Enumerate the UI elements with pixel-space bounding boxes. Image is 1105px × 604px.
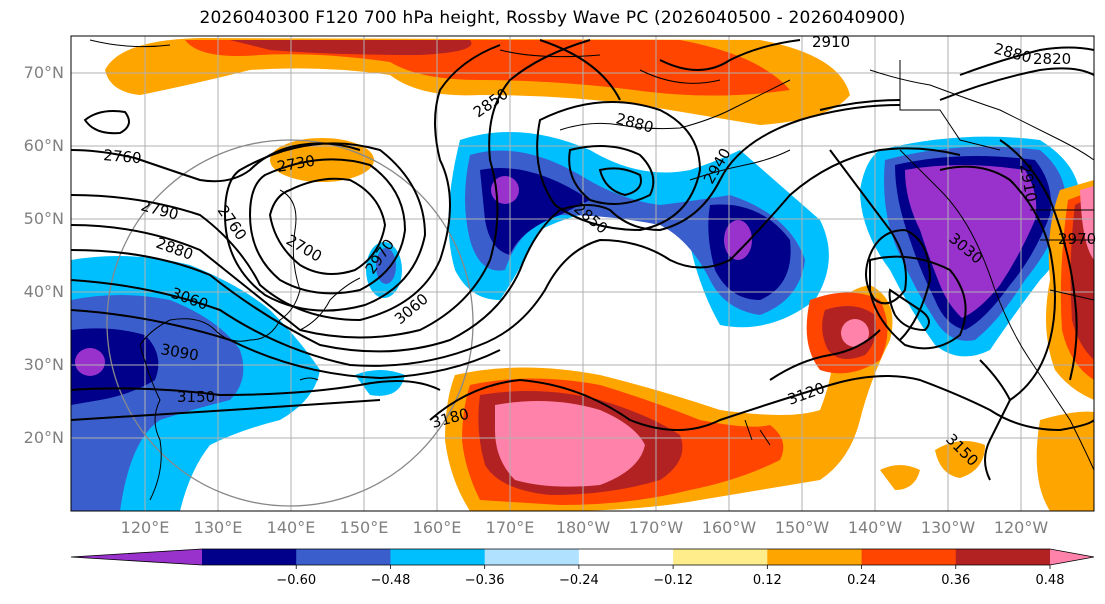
colorbar-tick-label: 0.12 (753, 573, 782, 588)
colorbar: −0.60 −0.48 −0.36 −0.24 −0.12 0.12 0.24 0.36 0.4… (70, 548, 1095, 588)
region-circle (106, 139, 474, 507)
colorbar-segment (484, 549, 580, 565)
colorbar-segment (390, 549, 486, 565)
lon-label: 180°W (556, 518, 611, 537)
colorbar-tick-label: 0.36 (941, 573, 970, 588)
colorbar-segment (955, 549, 1051, 565)
contour-label: 2970 (1058, 230, 1096, 248)
colorbar-segment (296, 549, 391, 565)
colorbar-tick-label: −0.24 (559, 573, 599, 588)
lon-label: 130°E (194, 518, 243, 537)
lat-label: 40°N (24, 282, 64, 301)
lat-label: 60°N (24, 136, 64, 155)
lon-label: 140°E (267, 518, 316, 537)
lat-label: 30°N (24, 355, 64, 374)
lon-label: 120°W (994, 518, 1049, 537)
map-panel (71, 36, 1094, 511)
lon-label: 120°E (121, 518, 170, 537)
lon-label: 160°W (702, 518, 757, 537)
colorbar-tick-label: −0.48 (371, 573, 411, 588)
lat-label: 50°N (24, 209, 64, 228)
colorbar-tick-label: −0.12 (653, 573, 693, 588)
contour-label: 2820 (1033, 50, 1071, 68)
coastlines (89, 39, 1094, 501)
colorbar-extend-max (1050, 549, 1094, 565)
colorbar-segment (861, 549, 957, 565)
lon-label: 130°W (921, 518, 976, 537)
lon-label: 150°E (340, 518, 389, 537)
height-contours (71, 39, 1094, 481)
longitude-labels: 120°E 130°E 140°E 150°E 160°E 170°E 180°… (121, 518, 1049, 537)
colorbar-tick-label: 0.48 (1036, 573, 1065, 588)
colorbar-segment (202, 549, 297, 565)
colorbar-tick-label: −0.36 (465, 573, 505, 588)
lon-label: 170°E (486, 518, 535, 537)
colorbar-tick-label: 0.24 (847, 573, 876, 588)
map-border (70, 35, 1095, 512)
colorbar-segment (673, 549, 768, 565)
lon-label: 170°W (629, 518, 684, 537)
contour-label: 2910 (812, 33, 850, 51)
contour-label: 2760 (103, 146, 143, 167)
lon-label: 150°W (775, 518, 830, 537)
lat-label: 70°N (24, 63, 64, 82)
latitude-labels: 70°N 60°N 50°N 40°N 30°N 20°N (24, 63, 64, 447)
colorbar-segment (767, 549, 863, 565)
map-title: 2026040300 F120 700 hPa height, Rossby W… (199, 8, 906, 28)
colorbar-segment (578, 549, 674, 565)
colorbar-outline (70, 548, 1095, 566)
contour-label: 3150 (177, 388, 215, 406)
lat-label: 20°N (24, 428, 64, 447)
colorbar-extend-min (71, 549, 202, 565)
lon-label: 140°W (848, 518, 903, 537)
colorbar-tick-label: −0.60 (276, 573, 316, 588)
lon-label: 160°E (413, 518, 462, 537)
